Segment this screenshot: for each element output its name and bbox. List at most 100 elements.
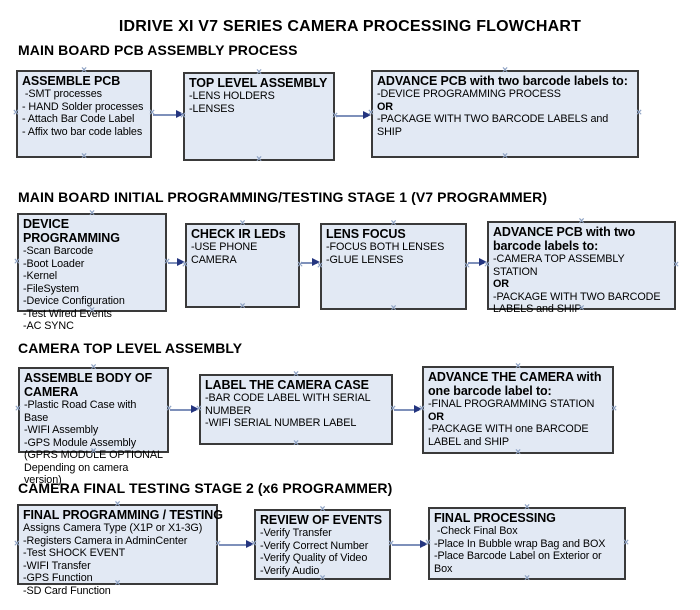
connection-point-icon: × bbox=[14, 256, 20, 267]
box-item: -FileSystem bbox=[23, 282, 79, 295]
connector-line bbox=[336, 115, 368, 117]
box-item: - Attach Bar Code Label bbox=[22, 113, 135, 125]
arrow-right-icon bbox=[312, 258, 320, 266]
flow-arrow bbox=[392, 540, 428, 549]
box-item: -WIFI Transfer bbox=[23, 559, 91, 572]
box-item: -Place In Bubble wrap Bag and BOX bbox=[434, 537, 606, 550]
box-item: -FINAL PROGRAMMING STATION bbox=[428, 398, 595, 410]
box-item: -Verify Correct Number bbox=[260, 539, 369, 552]
box-item: OR bbox=[493, 278, 509, 290]
arrow-right-icon bbox=[246, 540, 254, 548]
connection-point-icon: × bbox=[293, 438, 299, 449]
box-item: -CAMERA TOP ASSEMBLY STATION bbox=[493, 253, 628, 278]
section-heading-camera-top-assembly: CAMERA TOP LEVEL ASSEMBLY bbox=[18, 340, 243, 356]
box-item: -Check Final Box bbox=[434, 525, 518, 537]
flow-arrow bbox=[468, 258, 487, 267]
box-item: -Registers Camera in AdminCenter bbox=[23, 534, 188, 547]
connector-line bbox=[219, 544, 251, 546]
connection-point-icon: × bbox=[15, 403, 21, 415]
flow-box-check-ir-leds: × × × × CHECK IR LEDs -USE PHONE CAMERA bbox=[182, 219, 303, 312]
box-item: -Verify Transfer bbox=[260, 527, 332, 539]
box-title: CHECK IR LEDs bbox=[191, 227, 286, 241]
flow-box-assemble-body: × × × × ASSEMBLE BODY OF CAMERA -Plastic… bbox=[15, 363, 172, 487]
box-item: - HAND Solder processes bbox=[22, 100, 144, 113]
box-title: LENS FOCUS bbox=[326, 227, 406, 241]
flow-arrow bbox=[168, 258, 185, 267]
flow-box-advance-pcb-1: × × × × ADVANCE PCB with two barcode lab… bbox=[368, 66, 642, 162]
box-item: Assigns Camera Type (X1P or X1-3G) bbox=[23, 522, 203, 534]
arrow-right-icon bbox=[363, 111, 371, 119]
box-item: -BAR CODE LABEL WITH SERIAL NUMBER bbox=[205, 392, 373, 417]
box-item: -Device Configuration bbox=[23, 295, 125, 307]
box-item: OR bbox=[377, 100, 393, 113]
flow-box-lens-focus: × × × × LENS FOCUS -FOCUS BOTH LENSES -G… bbox=[317, 219, 470, 314]
connector-line bbox=[394, 409, 419, 411]
connection-point-icon: × bbox=[239, 301, 246, 312]
connection-point-icon: × bbox=[13, 107, 19, 119]
section-heading-final-testing: CAMERA FINAL TESTING STAGE 2 (x6 PROGRAM… bbox=[18, 480, 393, 496]
box-item: -SMT processes bbox=[22, 88, 102, 100]
page-title: IDRIVE XI V7 SERIES CAMERA PROCESSING FL… bbox=[118, 18, 582, 35]
box-item: Depending on camera version) bbox=[24, 461, 132, 487]
box-item: -LENSES bbox=[189, 102, 235, 115]
connection-point-icon: × bbox=[673, 259, 679, 270]
flow-box-top-level-assembly: × × × × TOP LEVEL ASSEMBLY -LENS HOLDERS… bbox=[180, 68, 338, 165]
flow-box-device-programming: × × × × DEVICE PROGRAMMING -Scan Barcode… bbox=[14, 209, 170, 333]
section-heading-initial-programming: MAIN BOARD INITIAL PROGRAMMING/TESTING S… bbox=[18, 189, 548, 205]
box-item: -SD Card Function bbox=[23, 584, 111, 597]
box-title: ASSEMBLE PCB bbox=[22, 74, 121, 88]
box-title: ADVANCE THE CAMERA with one barcode labe… bbox=[428, 370, 602, 398]
flow-arrow bbox=[170, 405, 199, 414]
connection-point-icon: × bbox=[636, 107, 642, 119]
flow-box-advance-pcb-2: × × × × ADVANCE PCB with two barcode lab… bbox=[484, 217, 679, 316]
box-item: -Scan Barcode bbox=[23, 245, 94, 257]
arrow-right-icon bbox=[420, 540, 428, 548]
box-title: ADVANCE PCB with two barcode labels to: bbox=[377, 74, 628, 88]
connector-line bbox=[168, 262, 182, 264]
connector-line bbox=[170, 409, 196, 411]
flow-arrow bbox=[336, 111, 371, 120]
box-title: ASSEMBLE BODY OF CAMERA bbox=[24, 371, 153, 399]
connection-point-icon: × bbox=[623, 537, 629, 548]
flow-box-review-of-events: × × × × REVIEW OF EVENTS -Verify Transfe… bbox=[251, 505, 394, 584]
box-title: FINAL PROGRAMMING / TESTING bbox=[23, 508, 223, 522]
box-item: -AC SYNC bbox=[23, 320, 74, 332]
box-title: REVIEW OF EVENTS bbox=[260, 513, 383, 527]
connection-point-icon: × bbox=[611, 403, 617, 415]
box-title: ADVANCE PCB with two barcode labels to: bbox=[493, 225, 636, 253]
box-title: LABEL THE CAMERA CASE bbox=[205, 378, 369, 392]
box-title: DEVICE PROGRAMMING bbox=[23, 217, 120, 245]
flow-box-final-programming-testing: × × × × FINAL PROGRAMMING / TESTING Assi… bbox=[14, 500, 223, 597]
flow-box-advance-camera: × × × × ADVANCE THE CAMERA with one barc… bbox=[419, 362, 617, 458]
box-item: -PACKAGE WITH TWO BARCODE LABELS and SHI… bbox=[377, 113, 612, 138]
box-item: -FOCUS BOTH LENSES bbox=[326, 241, 445, 253]
box-item: -Boot Loader bbox=[23, 257, 85, 270]
box-item: -Place Barcode Label on Exterior or Box bbox=[434, 550, 605, 575]
box-title: FINAL PROCESSING bbox=[434, 511, 556, 525]
section-heading-pcb-assembly: MAIN BOARD PCB ASSEMBLY PROCESS bbox=[18, 42, 298, 58]
connection-point-icon: × bbox=[14, 538, 20, 549]
box-item: OR bbox=[428, 410, 444, 423]
connector-line bbox=[468, 262, 484, 264]
flow-arrow bbox=[219, 540, 254, 549]
box-item: - Affix two bar code lables bbox=[22, 125, 143, 138]
flow-arrow bbox=[394, 405, 422, 414]
box-item: -PACKAGE WITH one BARCODE LABEL and SHIP bbox=[428, 423, 592, 448]
connection-point-icon: × bbox=[256, 154, 262, 165]
box-title: TOP LEVEL ASSEMBLY bbox=[189, 76, 328, 90]
box-item: (GPRS MODULE OPTIONAL bbox=[24, 449, 163, 461]
box-item: -LENS HOLDERS bbox=[189, 90, 275, 102]
flow-box-assemble-pcb: × × × × ASSEMBLE PCB -SMT processes - HA… bbox=[13, 66, 155, 162]
flow-box-final-processing: × × × × FINAL PROCESSING -Check Final Bo… bbox=[425, 503, 629, 584]
connection-point-icon: × bbox=[502, 151, 508, 162]
flow-arrow bbox=[301, 258, 320, 267]
arrow-right-icon bbox=[479, 258, 487, 266]
box-item: -USE PHONE CAMERA bbox=[191, 241, 261, 266]
connector-line bbox=[301, 262, 317, 264]
box-item: -Test SHOCK EVENT bbox=[23, 547, 126, 559]
arrow-right-icon bbox=[191, 405, 199, 413]
box-item: -WIFI SERIAL NUMBER LABEL bbox=[205, 417, 357, 429]
flow-box-label-camera-case: × × × × LABEL THE CAMERA CASE -BAR CODE … bbox=[196, 370, 396, 449]
connector-line bbox=[392, 544, 425, 546]
arrow-right-icon bbox=[414, 405, 422, 413]
